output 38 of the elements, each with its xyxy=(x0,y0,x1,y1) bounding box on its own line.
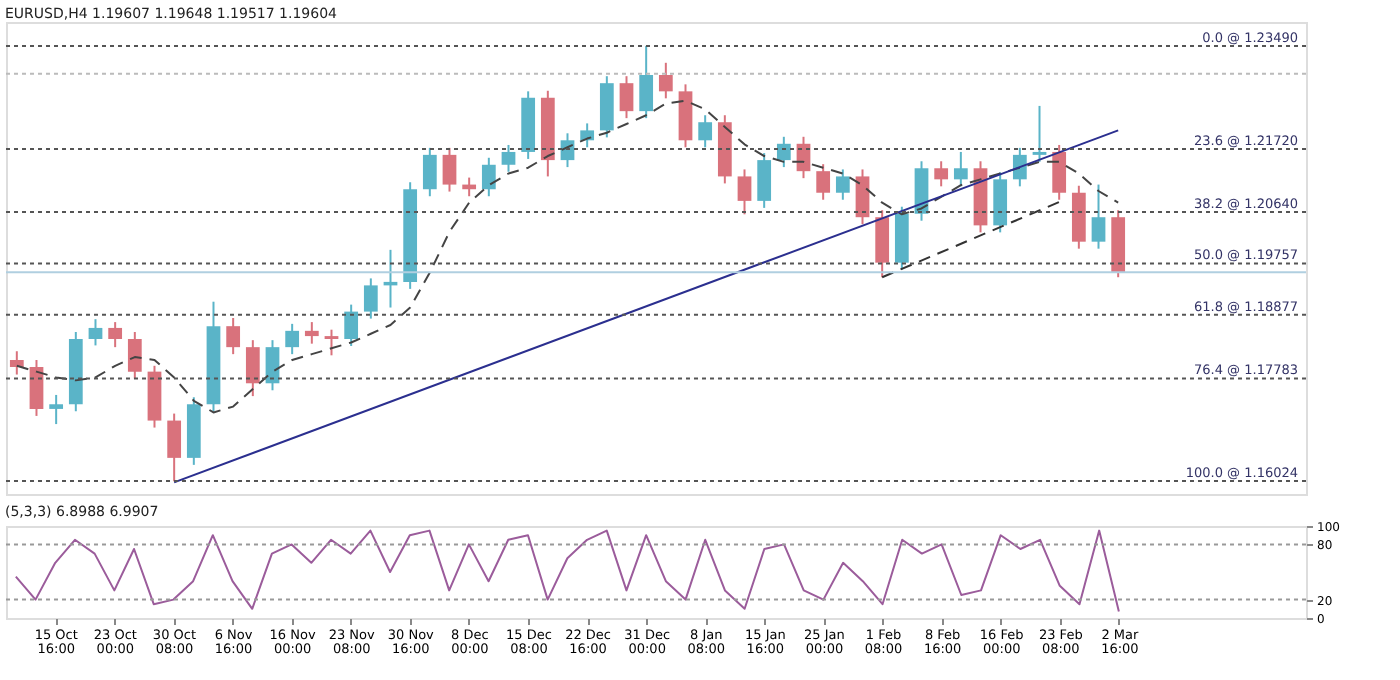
candlestick xyxy=(599,75,614,139)
candlestick xyxy=(934,160,949,188)
candlestick xyxy=(501,143,516,173)
candlestick xyxy=(993,171,1008,234)
candlestick xyxy=(580,122,595,149)
candlestick xyxy=(88,318,103,347)
candlestick xyxy=(816,163,831,201)
candlestick xyxy=(757,152,772,209)
candlestick xyxy=(835,168,850,201)
candlestick xyxy=(285,322,300,356)
candlestick xyxy=(639,44,654,120)
candlestick xyxy=(304,321,319,345)
candlestick xyxy=(619,75,634,120)
candlestick xyxy=(875,209,890,279)
candlestick xyxy=(481,156,496,198)
candlestick xyxy=(49,393,64,426)
candlestick xyxy=(953,150,968,188)
candlestick xyxy=(855,168,870,226)
candlestick xyxy=(737,168,752,216)
candlestick xyxy=(422,146,437,198)
candlestick xyxy=(324,328,339,357)
candlestick xyxy=(108,321,123,349)
candlestick xyxy=(245,339,260,398)
candlestick xyxy=(776,135,791,169)
candlestick xyxy=(658,61,673,100)
candlestick xyxy=(1091,183,1106,250)
line-series xyxy=(14,529,1120,613)
candlestick xyxy=(698,114,713,149)
candlestick xyxy=(363,277,378,320)
candlestick xyxy=(442,146,457,193)
candlestick xyxy=(344,303,359,347)
candlestick xyxy=(167,412,182,483)
candlestick xyxy=(1012,146,1027,188)
candlestick xyxy=(1032,104,1047,163)
candlestick xyxy=(9,350,24,376)
candlestick xyxy=(226,317,241,356)
candlestick xyxy=(127,331,142,380)
candlestick xyxy=(1052,143,1067,201)
